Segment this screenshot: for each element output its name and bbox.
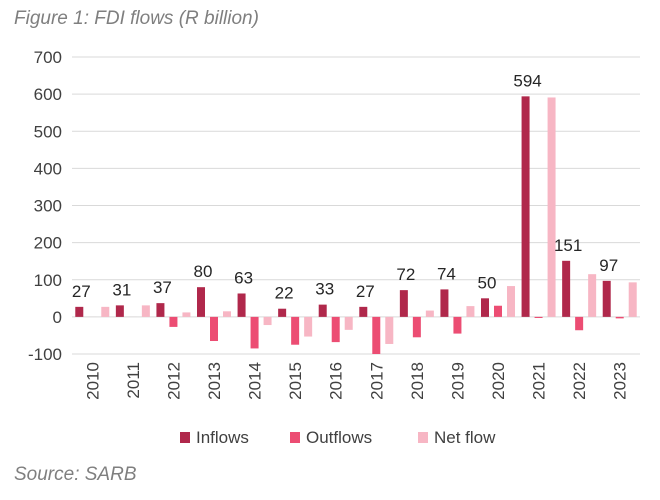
bar-net-flow-2022: [588, 274, 597, 317]
x-tick-label: 2011: [124, 362, 143, 399]
legend-item-net-flow: Net flow: [418, 428, 496, 447]
bar-outflows-2019: [453, 316, 462, 334]
x-tick-label: 2019: [448, 362, 467, 400]
chart-title: Figure 1: FDI flows (R billion): [14, 8, 259, 29]
data-label: 22: [275, 284, 294, 303]
bar-inflows-2011: [115, 305, 124, 317]
y-tick-label: 200: [34, 234, 62, 253]
y-tick-label: 600: [34, 85, 62, 104]
x-axis-ticks: 2010 2011 2012 2013 2014 2015 2016 2017 2018 2019…: [83, 362, 629, 400]
legend-label: Outflows: [306, 428, 372, 447]
x-tick-label: 2012: [164, 362, 183, 400]
x-tick-label: 2015: [286, 362, 305, 400]
legend-swatch: [418, 432, 428, 443]
x-tick-label: 2010: [83, 362, 102, 400]
data-label: 50: [478, 273, 497, 292]
bar-outflows-2015: [291, 316, 300, 345]
y-tick-label: -100: [28, 345, 62, 364]
x-tick-label: 2023: [611, 362, 630, 400]
legend-item-inflows: Inflows: [180, 428, 249, 447]
y-axis-ticks: -100 0 100 200 300 400 500 600 700: [28, 48, 62, 364]
legend-swatch: [290, 432, 300, 443]
bar-net-flow-2011: [141, 305, 150, 317]
data-label: 97: [599, 256, 618, 275]
legend-item-outflows: Outflows: [290, 428, 372, 447]
bar-outflows-2023: [615, 316, 624, 319]
data-labels: 27 31 37 80 63 22 33 27 72 74 50 594 151 97: [72, 71, 618, 302]
data-label: 31: [112, 280, 131, 299]
bar-outflows-2020: [494, 305, 502, 317]
bar-outflows-2017: [372, 316, 381, 354]
y-tick-label: 700: [34, 48, 62, 67]
bar-inflows-2020: [481, 298, 489, 317]
bar-net-flow-2014: [263, 316, 272, 326]
bar-net-flow-2016: [344, 316, 353, 330]
y-tick-label: 100: [34, 271, 62, 290]
bar-outflows-2013: [210, 316, 218, 342]
bar-inflows-2018: [399, 290, 408, 317]
bar-inflows-2012: [156, 303, 165, 317]
bar-inflows-2016: [318, 304, 327, 317]
bar-inflows-2013: [197, 287, 205, 317]
bars: [75, 96, 637, 354]
chart-source: Source: SARB: [14, 464, 137, 485]
bar-inflows-2022: [562, 260, 571, 317]
gridlines: [72, 56, 640, 355]
data-label: 63: [234, 268, 253, 287]
bar-net-flow-2018: [425, 310, 434, 317]
bar-net-flow-2023: [628, 282, 637, 317]
data-label: 72: [396, 265, 415, 284]
data-label: 74: [437, 264, 456, 283]
x-tick-label: 2018: [408, 362, 427, 400]
y-tick-label: 300: [34, 197, 62, 216]
bar-net-flow-2021: [547, 97, 556, 317]
bar-net-flow-2017: [385, 316, 394, 344]
legend-swatch: [180, 432, 190, 443]
bar-inflows-2017: [359, 306, 368, 317]
data-label: 80: [194, 262, 213, 281]
bar-net-flow-2010: [101, 306, 110, 317]
bar-net-flow-2015: [304, 316, 313, 337]
data-label: 27: [356, 282, 375, 301]
bar-inflows-2014: [237, 293, 246, 317]
legend: Inflows Outflows Net flow: [180, 428, 496, 447]
x-tick-label: 2014: [246, 362, 265, 400]
bar-net-flow-2013: [223, 311, 231, 317]
bar-net-flow-2020: [507, 286, 515, 317]
data-label: 27: [72, 282, 91, 301]
bar-outflows-2016: [331, 316, 340, 343]
x-tick-label: 2021: [530, 362, 549, 400]
legend-label: Inflows: [196, 428, 249, 447]
bar-outflows-2018: [412, 316, 421, 338]
y-tick-label: 400: [34, 159, 62, 178]
data-label: 37: [153, 278, 172, 297]
bar-net-flow-2019: [466, 306, 475, 317]
bar-inflows-2015: [278, 308, 287, 317]
x-tick-label: 2016: [327, 362, 346, 400]
x-tick-label: 2017: [367, 362, 386, 400]
x-tick-label: 2013: [205, 362, 224, 400]
legend-label: Net flow: [434, 428, 496, 447]
y-tick-label: 500: [34, 122, 62, 141]
bar-outflows-2012: [169, 316, 178, 327]
x-tick-label: 2022: [570, 362, 589, 400]
bar-inflows-2019: [440, 289, 449, 317]
data-label: 33: [315, 280, 334, 299]
bar-inflows-2021: [521, 96, 530, 317]
bar-outflows-2022: [575, 316, 584, 331]
bar-inflows-2023: [602, 280, 611, 317]
x-tick-label: 2020: [489, 362, 508, 400]
bar-outflows-2014: [250, 316, 259, 349]
bar-net-flow-2012: [182, 312, 191, 317]
data-label: 151: [554, 236, 582, 255]
bar-inflows-2010: [75, 306, 84, 317]
y-tick-label: 0: [53, 308, 62, 327]
data-label: 594: [513, 71, 541, 90]
bar-outflows-2021: [534, 316, 543, 318]
